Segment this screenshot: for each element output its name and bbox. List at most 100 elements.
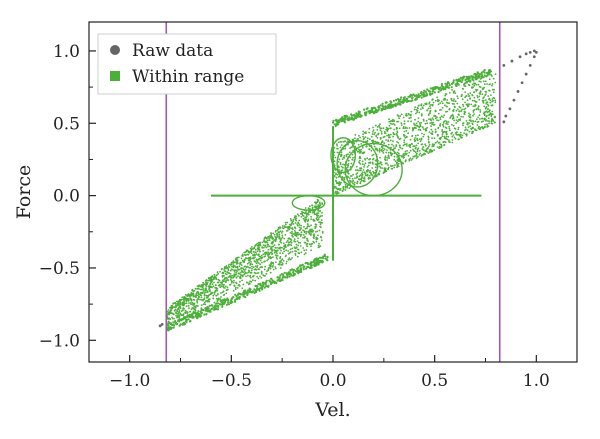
data-point-within-range	[482, 80, 485, 83]
data-point-within-range	[251, 291, 254, 294]
data-point-within-range	[218, 303, 222, 306]
data-point-within-range	[363, 166, 365, 168]
data-point-within-range	[306, 245, 309, 248]
data-point-within-range	[422, 104, 425, 107]
data-point-within-range	[415, 112, 417, 115]
data-point-within-range	[293, 246, 296, 249]
data-point-within-range	[465, 103, 468, 106]
data-point-within-range	[368, 138, 371, 141]
data-point-within-range	[274, 236, 277, 238]
data-point-within-range	[168, 313, 170, 316]
data-point-within-range	[443, 114, 446, 117]
data-point-within-range	[281, 230, 284, 233]
data-point-within-range	[337, 141, 340, 144]
data-point-within-range	[376, 149, 379, 152]
data-point-within-range	[488, 71, 491, 74]
data-point-within-range	[316, 216, 319, 219]
data-point-within-range	[219, 281, 222, 284]
data-point-within-range	[260, 254, 263, 257]
data-point-within-range	[184, 320, 187, 323]
data-point-within-range	[402, 116, 405, 119]
data-point-within-range	[405, 113, 408, 115]
data-point-within-range	[340, 151, 343, 154]
data-point-within-range	[480, 73, 483, 76]
data-point-within-range	[398, 127, 401, 130]
data-point-within-range	[262, 274, 265, 277]
data-point-within-range	[267, 254, 269, 257]
data-point-within-range	[355, 173, 358, 176]
data-point-within-range	[377, 132, 380, 135]
legend-label-raw-data: Raw data	[132, 41, 213, 61]
data-point-within-range	[331, 121, 335, 124]
data-point-within-range	[332, 119, 335, 122]
data-point-within-range	[456, 120, 459, 123]
data-point-within-range	[229, 275, 232, 278]
data-point-within-range	[417, 134, 419, 137]
data-point-within-range	[192, 315, 195, 318]
data-point-within-range	[372, 139, 374, 142]
data-point-within-range	[363, 178, 366, 180]
data-point-within-range	[347, 172, 350, 175]
data-point-within-range	[292, 223, 295, 225]
data-point-within-range	[488, 113, 491, 116]
data-point-within-range	[356, 181, 359, 184]
data-point-within-range	[419, 140, 422, 143]
x-axis-title: Vel.	[314, 399, 350, 421]
data-point-within-range	[384, 106, 388, 109]
data-point-within-range	[337, 166, 340, 169]
data-point-within-range	[285, 226, 287, 229]
data-point-within-range	[240, 264, 243, 266]
data-point-within-range	[196, 301, 199, 304]
data-point-within-range	[393, 128, 396, 131]
data-point-within-range	[261, 273, 263, 275]
data-point-within-range	[305, 232, 307, 235]
data-point-within-range	[311, 228, 313, 231]
data-point-within-range	[247, 257, 250, 260]
data-point-within-range	[334, 124, 337, 127]
data-point-within-range	[383, 148, 386, 151]
data-point-within-range	[179, 299, 182, 302]
data-point-within-range	[248, 259, 251, 262]
data-point-within-range	[232, 281, 235, 284]
data-point-within-range	[270, 257, 273, 259]
data-point-within-range	[211, 286, 213, 289]
data-point-within-range	[408, 127, 411, 129]
data-point-within-range	[393, 155, 396, 158]
data-point-within-range	[339, 117, 342, 120]
data-point-within-range	[288, 257, 291, 260]
data-point-within-range	[275, 238, 277, 241]
data-point-within-range	[337, 188, 340, 191]
data-point-within-range	[337, 147, 339, 150]
data-point-within-range	[489, 101, 492, 104]
data-point-within-range	[314, 223, 317, 226]
data-point-within-range	[319, 215, 322, 218]
data-point-within-range	[261, 288, 264, 291]
data-point-within-range	[187, 304, 190, 307]
data-point-within-range	[269, 271, 272, 274]
data-point-within-range	[264, 260, 266, 263]
data-point-within-range	[431, 145, 434, 148]
data-point-within-range	[378, 170, 381, 173]
data-point-within-range	[363, 176, 366, 179]
data-point-within-range	[336, 144, 338, 147]
data-point-within-range	[294, 270, 297, 273]
data-point-within-range	[464, 107, 467, 110]
data-point-within-range	[302, 265, 305, 268]
data-point-within-range	[317, 210, 320, 212]
data-point-within-range	[382, 127, 385, 130]
data-point-within-range	[451, 123, 453, 126]
data-point-within-range	[477, 83, 480, 86]
data-point-within-range	[463, 132, 465, 135]
data-point-within-range	[232, 264, 235, 266]
data-point-within-range	[219, 270, 221, 273]
data-point-within-range	[453, 103, 455, 105]
data-point-within-range	[401, 155, 403, 158]
data-point-within-range	[373, 106, 376, 109]
data-point-within-range	[444, 137, 447, 140]
data-point-within-range	[358, 152, 361, 154]
data-point-within-range	[351, 177, 354, 180]
data-point-within-range	[465, 95, 468, 97]
data-point-raw	[158, 324, 162, 328]
data-point-within-range	[491, 83, 494, 85]
data-point-within-range	[451, 99, 453, 102]
